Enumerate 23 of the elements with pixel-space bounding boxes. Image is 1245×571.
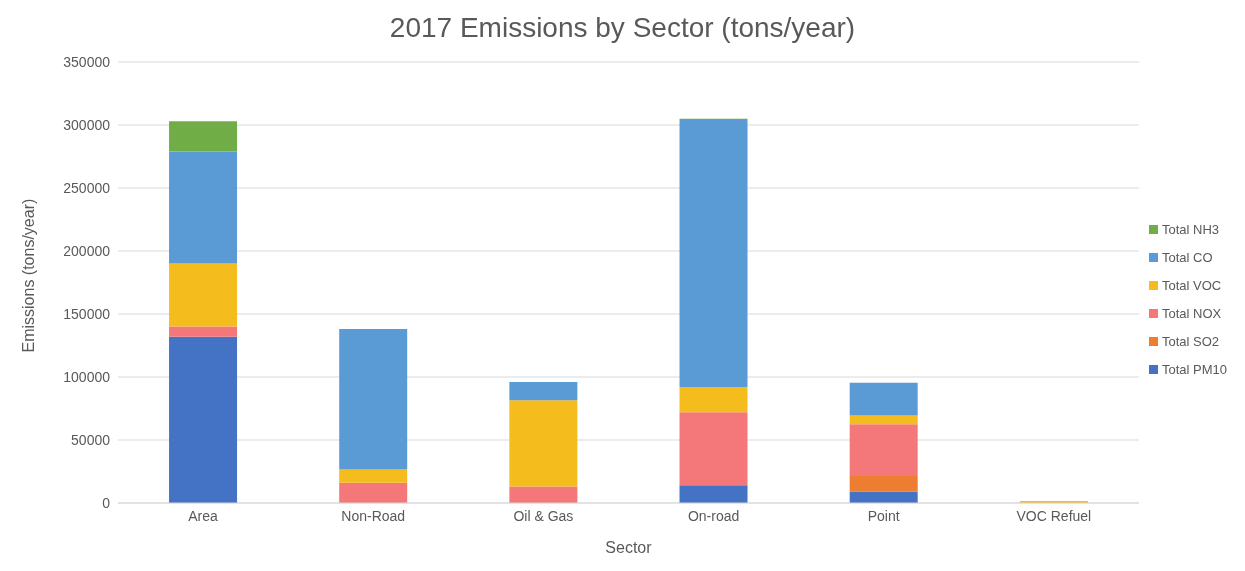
y-tick-label: 300000	[63, 116, 111, 133]
y-tick-label: 350000	[63, 53, 111, 70]
x-tick-label: Point	[867, 507, 900, 524]
legend-label: Total SO2	[1161, 333, 1220, 349]
legend-label: Total PM10	[1161, 361, 1227, 377]
legend-label: Total VOC	[1161, 277, 1222, 293]
x-tick-label: VOC Refuel	[1016, 507, 1092, 524]
x-axis-title: Sector	[605, 539, 653, 556]
y-tick-label: 200000	[63, 242, 111, 259]
legend-label: Total CO	[1161, 249, 1213, 265]
legend-label: Total NOX	[1161, 305, 1222, 321]
y-tick-label: 50000	[71, 431, 111, 448]
y-tick-label: 250000	[63, 179, 111, 196]
y-axis-title: Emissions (tons/year)	[19, 198, 37, 353]
y-tick-label: 0	[102, 494, 111, 511]
x-tick-label: Non-Road	[341, 507, 406, 524]
x-tick-label: On-road	[687, 507, 740, 524]
x-tick-label: Area	[188, 507, 219, 524]
y-tick-label: 100000	[63, 368, 111, 385]
y-tick-label: 150000	[63, 305, 111, 322]
legend-label: Total NH3	[1161, 221, 1220, 237]
x-tick-label: Oil & Gas	[513, 507, 574, 524]
chart-title: 2017 Emissions by Sector (tons/year)	[388, 11, 857, 45]
